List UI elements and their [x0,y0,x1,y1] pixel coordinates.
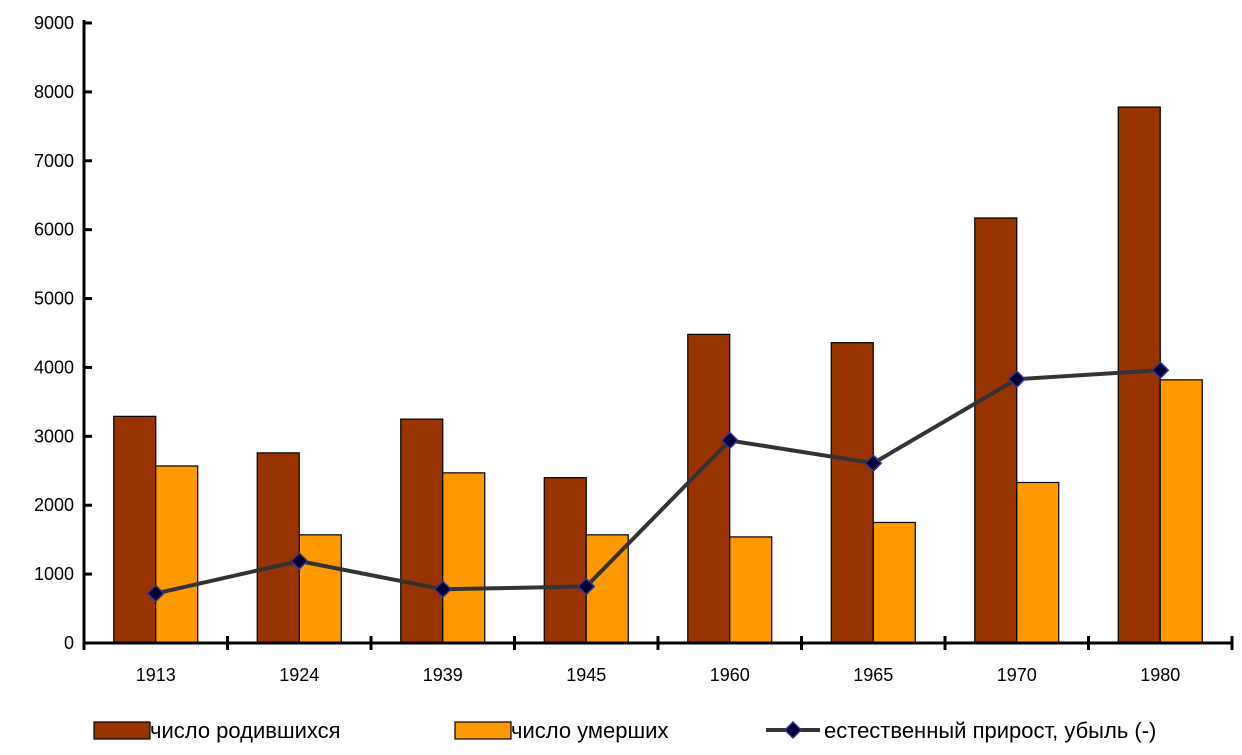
point-natural-increase-1913 [146,584,165,603]
legend-swatch-births [93,721,151,740]
y-tick-label-5000: 5000 [34,289,74,309]
point-natural-increase-1939 [433,580,452,599]
line-layer [146,361,1170,603]
y-tick-label-4000: 4000 [34,357,74,377]
y-tick-label-0: 0 [64,633,74,653]
x-tick-label-1939: 1939 [423,665,463,685]
legend-marker-natural-increase [783,720,803,740]
bar-deaths-1924 [298,534,342,644]
x-tick-label-1970: 1970 [997,665,1037,685]
x-tick-label-1924: 1924 [279,665,319,685]
bar-deaths-1913 [155,465,199,644]
bar-deaths-1970 [1016,481,1060,644]
x-tick-label-1913: 1913 [136,665,176,685]
y-tick-label-7000: 7000 [34,151,74,171]
axes-layer: 0 1000 2000 3000 4000 5000 6000 7000 8000 9000 191… [34,13,1234,685]
x-tick-label-1945: 1945 [566,665,606,685]
bar-deaths-1965 [872,521,916,644]
point-natural-increase-1945 [577,577,596,596]
y-tick-label-3000: 3000 [34,426,74,446]
bar-births-1960 [687,333,731,644]
point-natural-increase-1924 [290,551,309,571]
point-natural-increase-1965 [864,454,883,473]
legend-label-deaths: число умерших [511,718,668,743]
x-tick-label-1980: 1980 [1140,665,1180,685]
bar-births-1970 [974,217,1018,644]
legend-label-births: число родившихся [150,718,341,743]
y-tick-label-2000: 2000 [34,495,74,515]
legend-swatch-deaths [454,721,512,740]
bar-births-1965 [830,342,874,644]
bar-deaths-1960 [729,536,773,644]
point-natural-increase-1970 [1007,370,1026,389]
bar-births-1939 [400,418,444,644]
bar-births-1913 [113,415,157,644]
bar-deaths-1939 [442,472,486,644]
x-tick-label-1965: 1965 [853,665,893,685]
bar-births-1980 [1117,106,1161,644]
point-natural-increase-1980 [1151,361,1170,380]
bar-births-1945 [543,477,587,644]
y-tick-label-6000: 6000 [34,220,74,240]
legend-label-natural-increase: естественный прирост, убыль (-) [824,718,1156,743]
y-tick-label-1000: 1000 [34,564,74,584]
y-tick-label-9000: 9000 [34,13,74,33]
bar-deaths-1980 [1159,379,1203,644]
bars-layer [113,106,1203,644]
y-tick-label-8000: 8000 [34,82,74,102]
x-tick-label-1960: 1960 [710,665,750,685]
point-natural-increase-1960 [720,431,739,450]
bar-births-1924 [256,452,300,644]
legend: число родившихся число умерших естественны… [93,718,1156,743]
line-natural-increase [155,368,1161,596]
